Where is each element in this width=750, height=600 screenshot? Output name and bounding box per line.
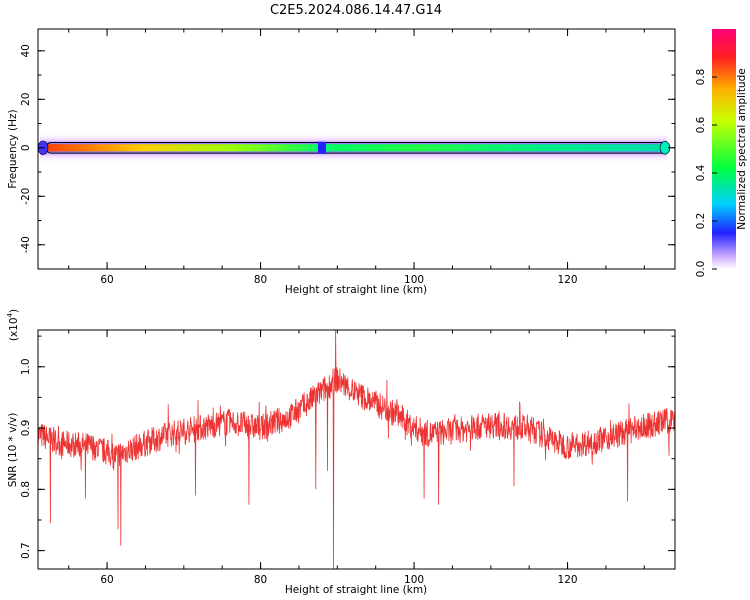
spectrogram-ytick-label: 20 <box>20 93 32 106</box>
snr-ticks: 60 80 100 120 1.0 0.9 0.8 0.7 <box>20 330 675 586</box>
snr-ytick-label: 0.7 <box>20 542 32 559</box>
spectrogram-xlabel: Height of straight line (km) <box>285 284 427 296</box>
snr-xtick-label: 120 <box>558 574 578 586</box>
spectrogram-xtick-label: 80 <box>254 274 267 286</box>
snr-panel: 60 80 100 120 1.0 0.9 0.8 0.7 Height of straigh… <box>6 309 676 596</box>
spectrogram-ticks: 60 80 100 120 40 20 0 -20 -40 <box>20 29 675 286</box>
colorbar: 0.0 0.2 0.4 0.6 0.8 Normalized spectral ampl… <box>695 29 748 277</box>
colorbar-label: Normalized spectral amplitude <box>736 68 748 229</box>
snr-xtick-label: 100 <box>404 574 424 586</box>
colorbar-tick-label: 0.0 <box>695 261 707 278</box>
snr-xtick-label: 60 <box>100 574 113 586</box>
colorbar-tick-label: 0.8 <box>695 69 707 86</box>
spectrogram-ylabel: Frequency (Hz) <box>7 109 19 188</box>
spectral-band-core <box>48 144 665 152</box>
spectrogram-panel: 60 80 100 120 40 20 0 -20 -40 Height of straight… <box>7 28 676 296</box>
snr-xtick-label: 80 <box>254 574 267 586</box>
snr-multiplier-close: ) <box>8 309 20 313</box>
snr-frame <box>37 329 676 570</box>
spectrogram-ytick-label: 0 <box>20 144 32 151</box>
colorbar-tick-label: 0.4 <box>695 164 707 181</box>
colorbar-tick-label: 0.6 <box>695 116 707 133</box>
spectrogram-ytick-label: -40 <box>20 236 32 253</box>
spectrogram-xtick-label: 120 <box>558 274 578 286</box>
colorbar-tick-label: 0.2 <box>695 213 707 230</box>
spectrogram-ytick-label: -20 <box>20 188 32 205</box>
colorbar-ticks: 0.0 0.2 0.4 0.6 0.8 <box>695 69 717 278</box>
snr-series-line <box>38 330 675 569</box>
snr-ytick-label: 0.8 <box>20 481 32 498</box>
snr-ytick-label: 1.0 <box>20 358 32 375</box>
snr-multiplier-exp: 4 <box>6 312 14 317</box>
spectrogram-frame <box>37 28 676 270</box>
spectral-band-gap <box>317 141 326 154</box>
spectrogram-ytick-label: 40 <box>20 44 32 57</box>
spectral-band <box>37 132 671 164</box>
colorbar-gradient <box>712 29 736 269</box>
snr-ylabel: SNR (10 * v/v) <box>7 413 19 488</box>
chart-title: C2E5.2024.086.14.47.G14 <box>270 3 442 18</box>
snr-ytick-label: 0.9 <box>20 420 32 437</box>
spectrogram-xtick-label: 100 <box>404 274 424 286</box>
snr-multiplier-base: (x10 <box>8 317 20 341</box>
snr-multiplier: (x104) <box>6 309 20 341</box>
snr-xlabel: Height of straight line (km) <box>285 584 427 596</box>
spectrogram-xtick-label: 60 <box>100 274 113 286</box>
